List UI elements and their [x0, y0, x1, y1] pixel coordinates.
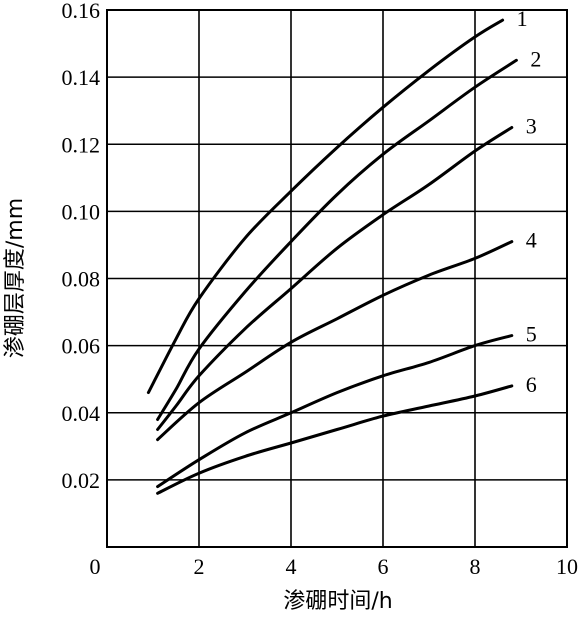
plot-frame [106, 9, 568, 548]
series-label-2: 2 [530, 46, 541, 71]
y-tick-label: 0.10 [62, 199, 101, 224]
y-axis-label: 渗硼层厚度/mm [3, 198, 28, 358]
grid [107, 10, 567, 547]
curves [146, 18, 518, 495]
series-line-5 [156, 334, 514, 489]
y-tick-label: 0.08 [62, 267, 101, 292]
y-tick-labels: 0.02 0.04 0.06 0.08 0.10 0.12 0.14 0.16 [62, 0, 101, 493]
series-line-6 [156, 384, 514, 495]
x-tick-label: 6 [378, 554, 389, 579]
series-line-1 [146, 18, 505, 395]
series-label-5: 5 [526, 322, 537, 347]
series-line-2 [156, 58, 518, 421]
series-labels: 12 3 4 5 6 [517, 6, 542, 397]
y-tick-label: 0.04 [62, 401, 101, 426]
x-tick-label: 2 [194, 554, 205, 579]
y-tick-label: 0.06 [62, 334, 101, 359]
x-tick-label: 10 [556, 554, 578, 579]
y-tick-label: 0.12 [62, 132, 101, 157]
x-tick-label: 0 [90, 554, 101, 579]
series-label-4: 4 [526, 228, 537, 253]
x-axis-label: 渗硼时间/h [283, 589, 392, 614]
y-tick-label: 0.16 [62, 0, 101, 23]
x-tick-label: 8 [470, 554, 481, 579]
series-label-1: 1 [517, 6, 528, 31]
y-tick-label: 0.14 [62, 65, 101, 90]
series-line-4 [156, 240, 514, 442]
series-label-3: 3 [526, 113, 537, 138]
series-line-3 [156, 126, 514, 431]
x-tick-label: 4 [286, 554, 297, 579]
series-label-6: 6 [526, 372, 537, 397]
y-tick-label: 0.02 [62, 468, 101, 493]
x-tick-labels: 0 2 4 6 8 10 [90, 554, 579, 579]
